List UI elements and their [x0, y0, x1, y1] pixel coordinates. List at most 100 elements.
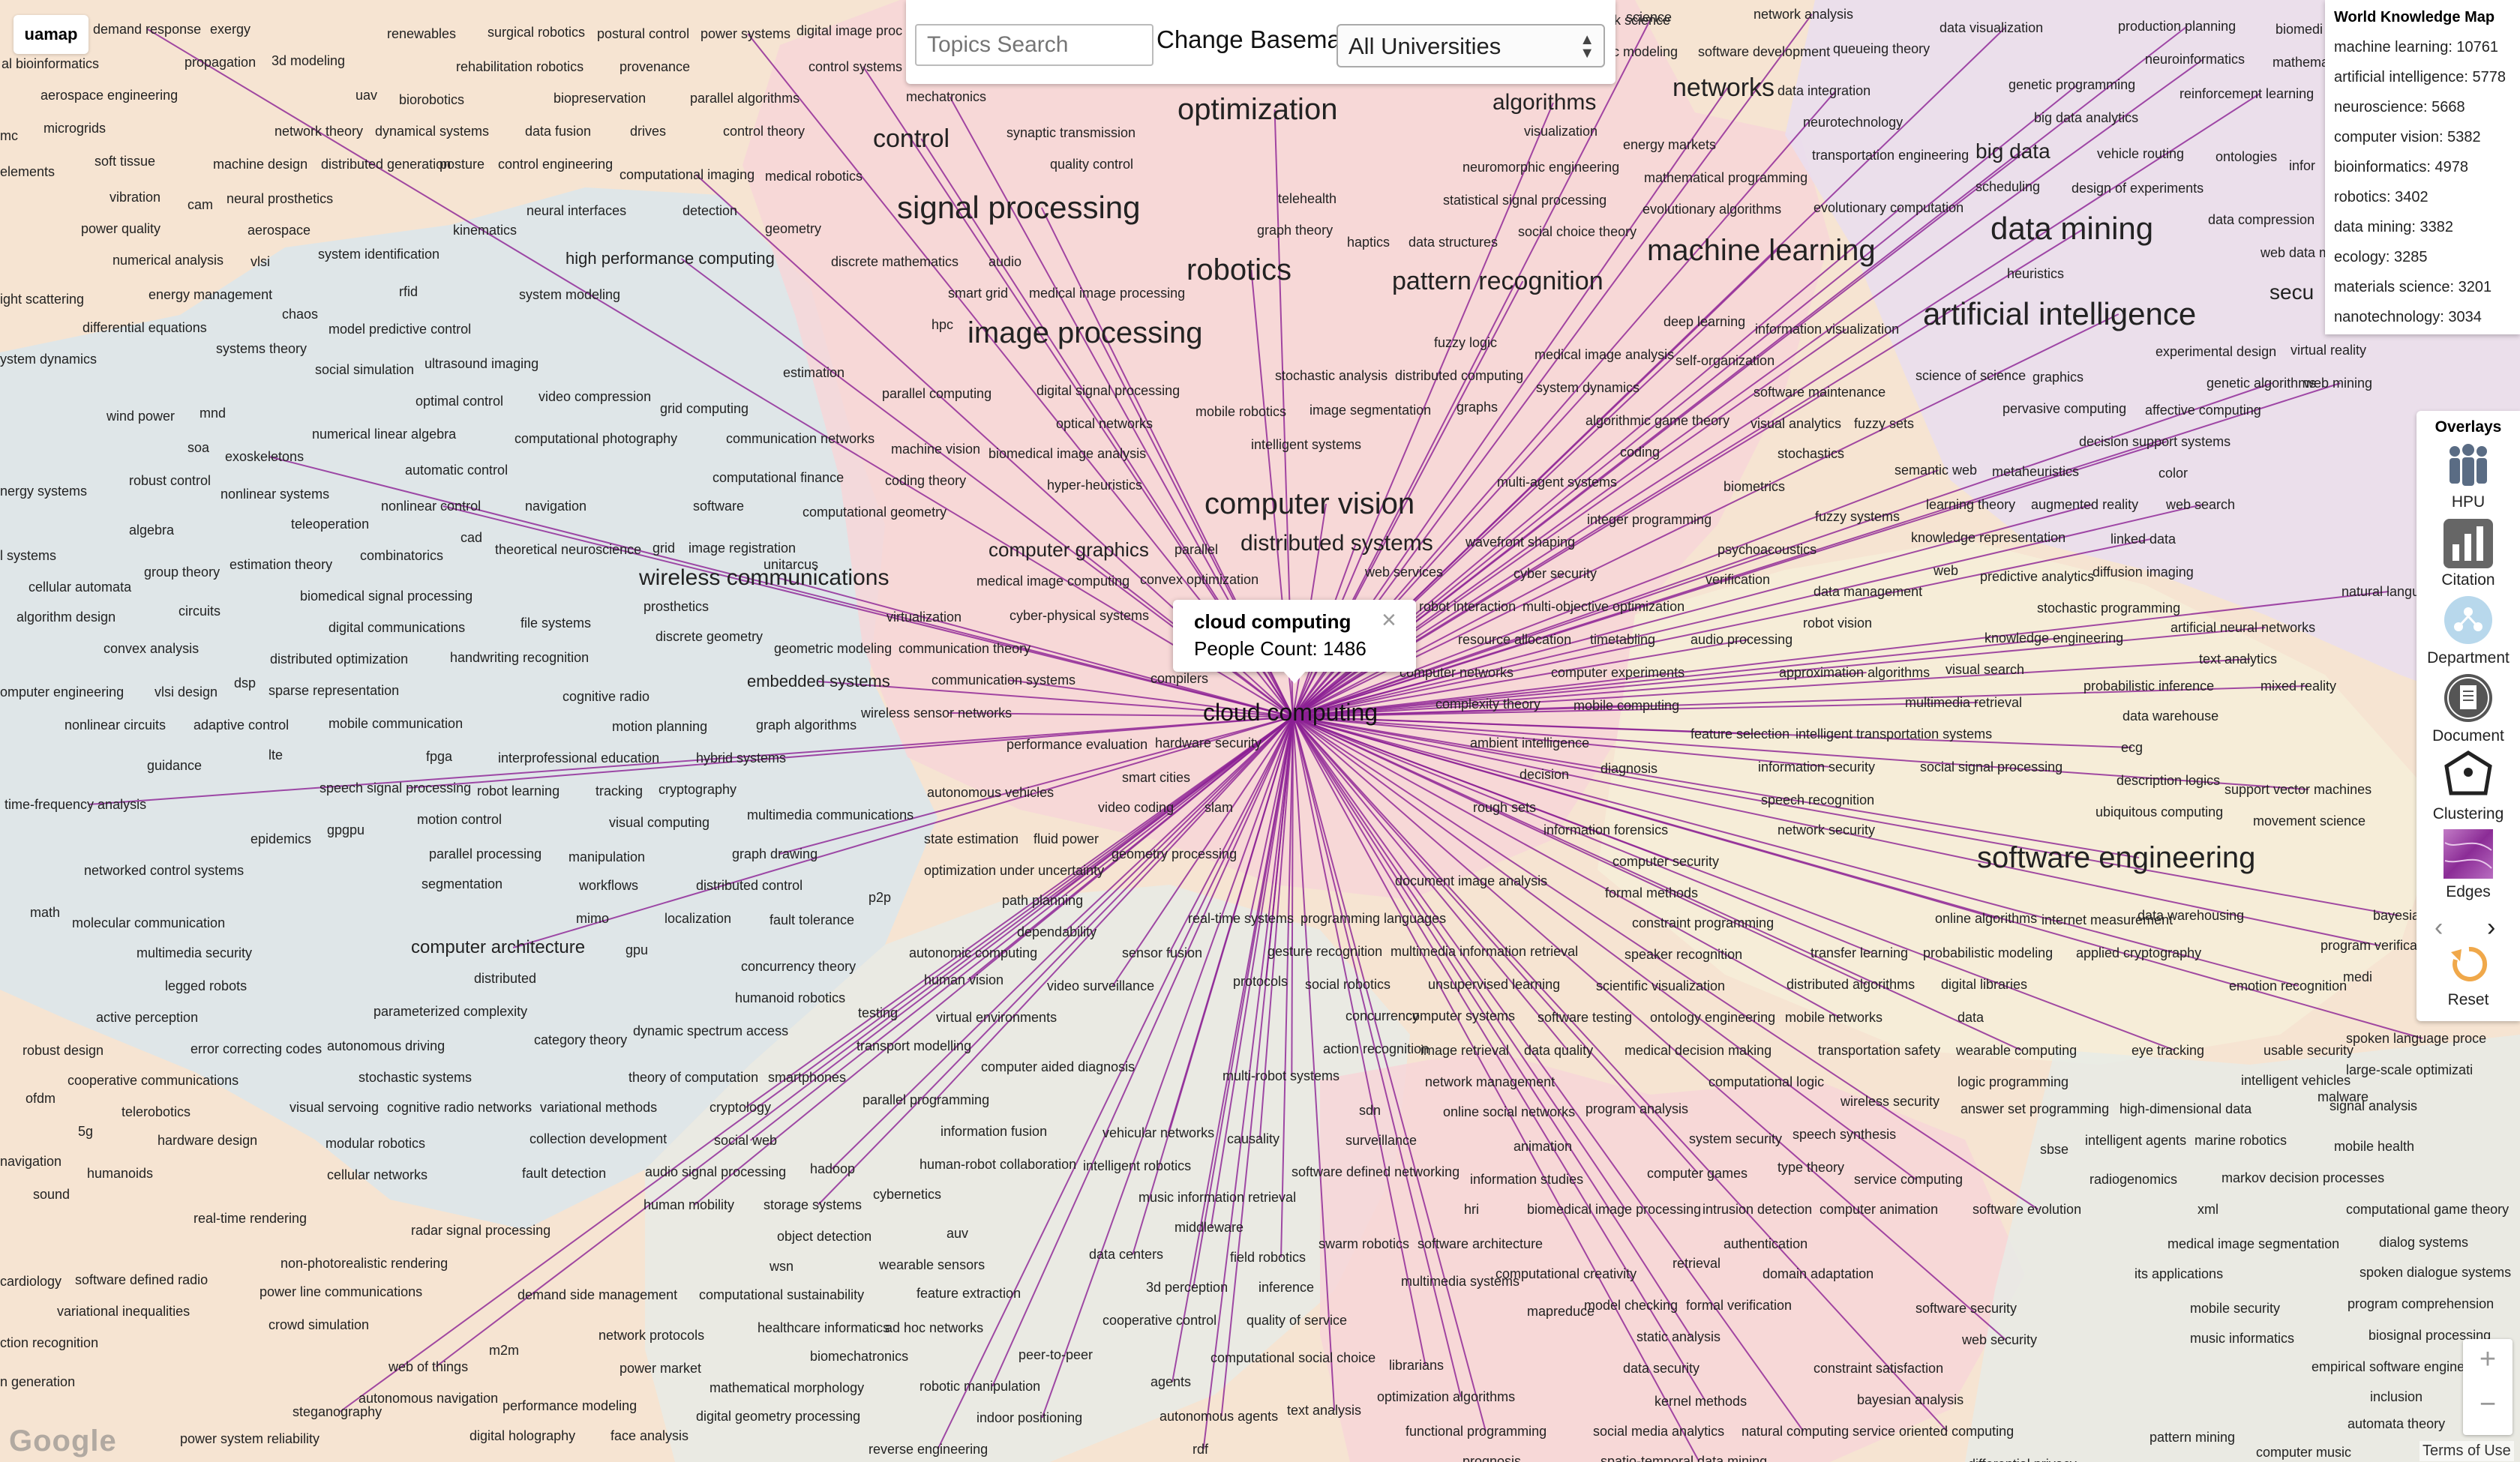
topic-label[interactable]: human-robot collaboration [920, 1157, 1077, 1172]
topic-label[interactable]: mechatronics [906, 89, 987, 104]
topic-label[interactable]: robust design [22, 1043, 104, 1058]
topic-label[interactable]: fuzzy systems [1815, 509, 1900, 524]
topic-label[interactable]: inference [1258, 1280, 1315, 1295]
topic-label[interactable]: active perception [96, 1010, 199, 1025]
topic-label[interactable]: nonlinear control [381, 499, 482, 514]
topic-label[interactable]: service oriented computing [1852, 1424, 2014, 1439]
topic-label[interactable]: visual search [1946, 662, 2025, 677]
topic-label[interactable]: algorithm design [16, 610, 116, 625]
topic-label[interactable]: wireless security [1840, 1094, 1940, 1109]
topic-label[interactable]: energy markets [1623, 137, 1717, 152]
topic-label[interactable]: hybrid systems [696, 750, 787, 765]
topic-label[interactable]: natural computing [1742, 1424, 1850, 1439]
basemap-select[interactable]: All Universities ▲ ▼ [1336, 24, 1605, 67]
topic-label[interactable]: elements [0, 164, 56, 179]
topic-label[interactable]: mobile health [2334, 1139, 2415, 1154]
topic-label[interactable]: metaheuristics [1992, 464, 2080, 479]
topic-label[interactable]: mobile security [2190, 1301, 2281, 1316]
topic-label[interactable]: coding [1620, 445, 1660, 460]
topic-label[interactable]: power systems [700, 26, 791, 41]
topic-label[interactable]: estimation theory [230, 557, 333, 572]
topic-label[interactable]: network protocols [598, 1328, 705, 1343]
topic-label[interactable]: machine vision [891, 442, 981, 457]
topic-label[interactable]: transportation safety [1818, 1043, 1941, 1058]
topic-label[interactable]: diagnosis [1600, 761, 1658, 776]
topic-label[interactable]: model checking [1584, 1298, 1678, 1313]
topic-label[interactable]: telerobotics [122, 1104, 191, 1119]
topic-label[interactable]: software maintenance [1754, 385, 1886, 400]
next-arrow-icon[interactable]: › [2487, 913, 2496, 942]
topic-label[interactable]: graphs [1456, 400, 1498, 415]
topic-label[interactable]: computational finance [712, 470, 844, 485]
topic-label[interactable]: teleoperation [291, 517, 370, 532]
topic-label[interactable]: design of experiments [2072, 181, 2204, 196]
topic-label[interactable]: information studies [1470, 1172, 1584, 1187]
topic-label[interactable]: social robotics [1305, 977, 1391, 992]
topic-label[interactable]: high-dimensional data [2120, 1101, 2252, 1116]
topic-label[interactable]: 3d perception [1146, 1280, 1228, 1295]
topic-label[interactable]: learning theory [1926, 497, 2016, 512]
topic-label[interactable]: networked control systems [84, 863, 244, 878]
topic-label[interactable]: mnd [200, 406, 226, 421]
topic-label[interactable]: internet measurement [2042, 912, 2174, 927]
topic-label[interactable]: logic programming [1958, 1074, 2069, 1089]
topic-label[interactable]: localization [664, 911, 732, 926]
topic-label[interactable]: natural langu [2342, 584, 2420, 599]
topic-label[interactable]: distributed systems [1240, 531, 1433, 556]
topic-label[interactable]: segmentation [422, 876, 503, 891]
topic-label[interactable]: discrete geometry [656, 629, 764, 644]
topic-label[interactable]: kinematics [453, 223, 518, 238]
topic-label[interactable]: data security [1623, 1361, 1700, 1376]
topic-label[interactable]: big data [1976, 139, 2050, 163]
topic-label[interactable]: geometry processing [1112, 846, 1238, 861]
topic-label[interactable]: smart cities [1122, 770, 1191, 785]
topic-label[interactable]: image registration [688, 541, 796, 556]
topic-label[interactable]: retrieval [1672, 1256, 1721, 1271]
topic-label[interactable]: wind power [106, 409, 176, 424]
topic-label[interactable]: non-photorealistic rendering [280, 1256, 448, 1271]
document-icon[interactable] [2442, 672, 2494, 724]
topic-label[interactable]: constraint programming [1632, 915, 1774, 930]
topic-label[interactable]: diffusion imaging [2092, 565, 2194, 580]
overlay-citation-label[interactable]: Citation [2441, 571, 2495, 589]
topic-label[interactable]: bayesian analysis [1857, 1392, 1964, 1407]
topic-label[interactable]: computational imaging [620, 167, 755, 182]
topic-label[interactable]: social media analytics [1593, 1424, 1725, 1439]
topic-label[interactable]: protocols [1233, 974, 1288, 989]
topic-label[interactable]: dynamical systems [375, 124, 490, 139]
topic-label[interactable]: n generation [0, 1374, 76, 1389]
topic-label[interactable]: network analysis [1754, 7, 1854, 22]
topic-label[interactable]: optical networks [1056, 416, 1154, 431]
topic-label[interactable]: network management [1425, 1074, 1556, 1089]
topic-label[interactable]: programming languages [1300, 911, 1447, 926]
topic-label[interactable]: speech signal processing [320, 780, 472, 795]
citation-chart-icon[interactable] [2442, 517, 2494, 570]
topic-label[interactable]: exoskeletons [225, 449, 304, 464]
topic-label[interactable]: stochastic systems [358, 1070, 472, 1085]
topic-label[interactable]: data warehousing [2138, 908, 2245, 923]
topic-label[interactable]: swarm robotics [1318, 1236, 1410, 1251]
topic-label[interactable]: wavefront shaping [1466, 535, 1576, 550]
topic-label[interactable]: mc [0, 128, 18, 143]
topic-label[interactable]: sparse representation [268, 683, 400, 698]
overlay-clustering-label[interactable]: Clustering [2432, 805, 2504, 822]
topic-label[interactable]: virtualization [886, 610, 962, 625]
topic-label[interactable]: robot interaction [1419, 599, 1516, 614]
topic-label[interactable]: web security [1962, 1332, 2038, 1347]
topic-label[interactable]: social signal processing [1920, 759, 2063, 774]
topic-label[interactable]: data warehouse [2122, 709, 2219, 724]
topic-label[interactable]: dialog systems [2379, 1235, 2469, 1250]
topic-label[interactable]: software [693, 499, 745, 514]
topic-label[interactable]: field robotics [1230, 1250, 1306, 1265]
topic-label[interactable]: data quality [1524, 1043, 1594, 1058]
topic-label[interactable]: computer networks [1400, 665, 1514, 680]
topic-label[interactable]: wearable sensors [879, 1257, 986, 1272]
topic-label[interactable]: tracking [596, 783, 644, 798]
topic-label[interactable]: math [30, 905, 61, 920]
topic-label[interactable]: pattern recognition [1392, 267, 1604, 295]
topic-label[interactable]: ction recognition [0, 1335, 99, 1350]
topic-label[interactable]: exergy [210, 22, 251, 37]
topic-label[interactable]: program analysis [1586, 1101, 1689, 1116]
topic-label[interactable]: computer security [1612, 854, 1720, 869]
topic-label[interactable]: music informatics [2190, 1331, 2295, 1346]
